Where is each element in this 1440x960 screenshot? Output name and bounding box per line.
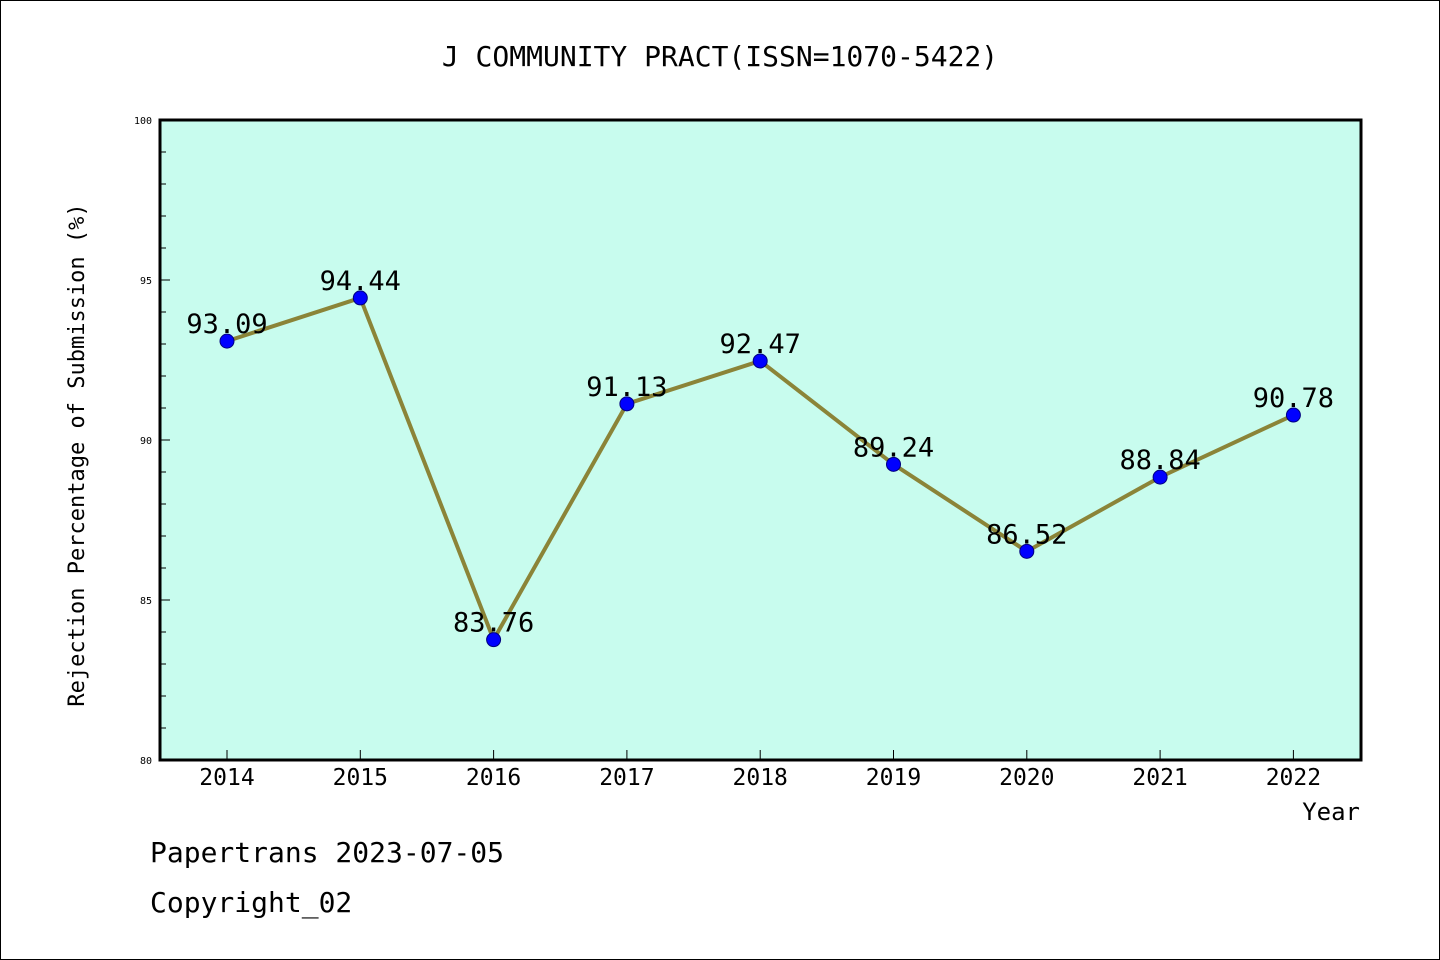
y-tick-label: 90 bbox=[140, 436, 152, 447]
x-tick-label: 2019 bbox=[866, 765, 921, 791]
data-point bbox=[1285, 407, 1301, 423]
data-label: 88.84 bbox=[1119, 445, 1200, 476]
series-markers bbox=[219, 290, 1301, 648]
data-label: 93.09 bbox=[186, 309, 267, 340]
data-point bbox=[1152, 469, 1168, 485]
y-tick-label: 85 bbox=[140, 596, 152, 607]
y-tick-label: 80 bbox=[140, 756, 152, 767]
x-tick-label: 2022 bbox=[1266, 765, 1321, 791]
x-tick-label: 2014 bbox=[199, 765, 254, 791]
data-label: 89.24 bbox=[853, 432, 934, 463]
data-point bbox=[486, 632, 502, 648]
x-tick-label: 2016 bbox=[466, 765, 521, 791]
data-label: 94.44 bbox=[320, 266, 401, 297]
data-point bbox=[752, 353, 768, 369]
x-tick-label: 2015 bbox=[333, 765, 388, 791]
x-axis-ticks: 2014 2015 2016 2017 2018 2019 2020 2021 2022 bbox=[199, 750, 1321, 791]
data-point bbox=[219, 333, 235, 349]
chart-title: J COMMUNITY PRACT(ISSN=1070-5422) bbox=[442, 40, 998, 73]
plot-border bbox=[158, 118, 1363, 762]
x-tick-label: 2020 bbox=[999, 765, 1054, 791]
y-tick-label: 95 bbox=[140, 276, 152, 287]
y-axis-label: Rejection Percentage of Submission (%) bbox=[65, 203, 90, 706]
data-point bbox=[886, 456, 901, 472]
data-point bbox=[619, 396, 635, 412]
footer-papertrans: Papertrans 2023-07-05 bbox=[150, 836, 505, 869]
x-tick-label: 2021 bbox=[1132, 765, 1187, 791]
y-tick-label: 100 bbox=[134, 116, 152, 127]
data-label: 91.13 bbox=[586, 372, 667, 403]
data-label: 90.78 bbox=[1253, 383, 1334, 414]
data-label: 83.76 bbox=[453, 608, 534, 639]
data-label: 92.47 bbox=[720, 329, 801, 360]
data-labels: 93.09 94.44 83.76 91.13 92.47 89.24 86.52 88.84… bbox=[186, 266, 1334, 639]
data-point bbox=[1019, 543, 1035, 559]
x-axis-label: Year bbox=[1302, 798, 1360, 826]
data-point bbox=[352, 290, 368, 306]
plot-area bbox=[160, 120, 1361, 760]
data-label: 86.52 bbox=[986, 519, 1067, 550]
x-tick-label: 2018 bbox=[733, 765, 788, 791]
footer-copyright: Copyright_02 bbox=[150, 886, 353, 919]
x-tick-label: 2017 bbox=[599, 765, 654, 791]
